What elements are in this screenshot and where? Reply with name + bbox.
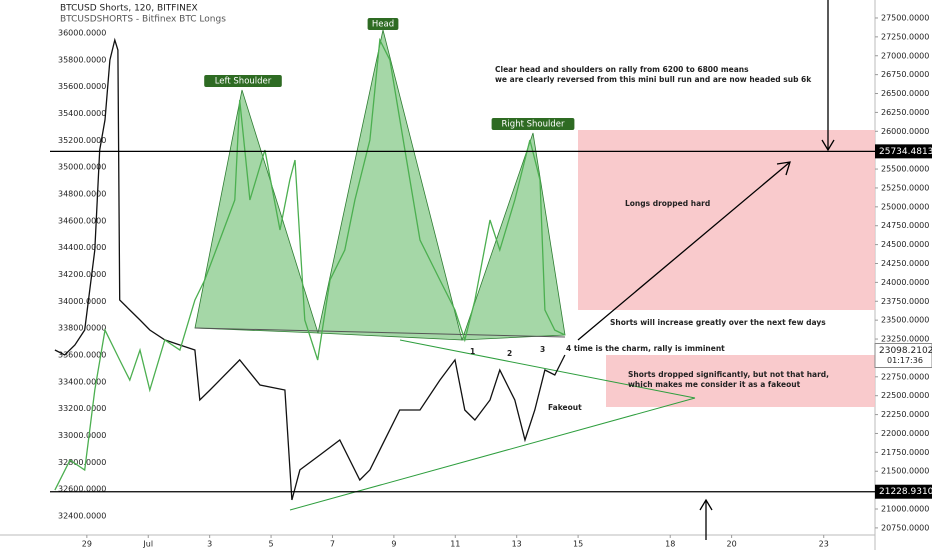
last-price-tag (874, 343, 932, 369)
y2-tick-label: 27500.0000 (881, 13, 929, 22)
x-tick-label: 20 (727, 540, 737, 549)
y2-tick-label: 22750.0000 (881, 372, 929, 381)
arrow-head (699, 498, 713, 511)
annotation: Longs dropped hard (625, 199, 710, 208)
price-tag (875, 144, 932, 159)
last-price-label: 23098.2102 (879, 346, 932, 356)
y-tick-label: 32800.0000 (58, 458, 106, 467)
y2-tick-label: 23750.0000 (881, 297, 929, 306)
head-shoulders (194, 29, 566, 341)
wedge-line (399, 339, 696, 399)
annotation: Shorts dropped significantly, but not th… (628, 370, 829, 379)
pattern-label: Head (372, 20, 394, 30)
annotation: which makes me consider it as a fakeout (628, 380, 801, 389)
y2-tick-label: 23500.0000 (881, 316, 929, 325)
pattern-label: Right Shoulder (502, 120, 565, 130)
y2-tick-label: 27250.0000 (881, 32, 929, 41)
y2-tick-label: 26500.0000 (881, 89, 929, 98)
y-tick-label: 35000.0000 (58, 163, 106, 172)
x-tick-label: 23 (819, 540, 829, 549)
y2-tick-label: 22000.0000 (881, 429, 929, 438)
arrow (577, 161, 791, 341)
label-box (204, 75, 282, 87)
annotation: 3 (540, 345, 545, 354)
countdown: 01:17:36 (887, 356, 923, 365)
y-tick-label: 34000.0000 (58, 297, 106, 306)
series-line (54, 37, 566, 501)
y2-tick-label: 21500.0000 (881, 467, 929, 476)
price-tag (875, 484, 932, 499)
y2-tick-label: 21750.0000 (881, 448, 929, 457)
chart-title: BTCUSD Shorts, 120, BITFINEX (60, 4, 198, 14)
annotation: 1 (470, 347, 475, 356)
y2-tick-label: 25500.0000 (881, 165, 929, 174)
annotation: 4 time is the charm, rally is imminent (566, 344, 725, 353)
x-tick-label: 15 (573, 540, 583, 549)
annotation: 2 (507, 349, 512, 358)
y-tick-label: 33800.0000 (58, 324, 106, 333)
y-tick-label: 34600.0000 (58, 216, 106, 225)
arrow-head (821, 139, 835, 152)
y-tick-label: 34400.0000 (58, 243, 106, 252)
y2-tick-label: 24000.0000 (881, 278, 929, 287)
x-tick-label: 9 (391, 540, 396, 549)
chart-subtitle: BTCUSDSHORTS - Bitfinex BTC Longs (60, 15, 226, 25)
annotation: we are clearly reversed from this mini b… (495, 75, 812, 84)
pattern-label: Left Shoulder (215, 77, 272, 87)
y2-tick-label: 25000.0000 (881, 202, 929, 211)
neckline (194, 327, 566, 338)
y2-tick-label: 26750.0000 (881, 70, 929, 79)
x-tick-label: Jul (142, 540, 153, 549)
y2-tick-label: 25250.0000 (881, 183, 929, 192)
y-tick-label: 35600.0000 (58, 82, 106, 91)
y2-tick-label: 27000.0000 (881, 51, 929, 60)
y-tick-label: 32400.0000 (58, 511, 106, 520)
x-tick-label: 29 (82, 540, 92, 549)
y2-tick-label: 22250.0000 (881, 410, 929, 419)
y-tick-label: 35800.0000 (58, 55, 106, 64)
y2-tick-label: 22500.0000 (881, 391, 929, 400)
x-tick-label: 7 (330, 540, 335, 549)
y-tick-label: 33200.0000 (58, 404, 106, 413)
y-tick-label: 34200.0000 (58, 270, 106, 279)
y-tick-label: 34800.0000 (58, 189, 106, 198)
red-zone (606, 355, 875, 407)
y2-tick-label: 20750.0000 (881, 523, 929, 532)
annotation: Fakeout (548, 403, 582, 412)
y-tick-label: 32600.0000 (58, 485, 106, 494)
right-shoulder-triangle (461, 132, 566, 341)
y-tick-label: 36000.0000 (58, 29, 106, 38)
x-tick-label: 5 (269, 540, 274, 549)
y-tick-label: 35400.0000 (58, 109, 106, 118)
head-triangle (317, 29, 463, 341)
x-tick-label: 3 (207, 540, 212, 549)
y2-tick-label: 24250.0000 (881, 259, 929, 268)
y2-tick-label: 24750.0000 (881, 221, 929, 230)
annotation: Clear head and shoulders on rally from 6… (495, 65, 749, 74)
y2-tick-label: 23250.0000 (881, 335, 929, 344)
y-tick-label: 33600.0000 (58, 350, 106, 359)
y-tick-label: 33000.0000 (58, 431, 106, 440)
annotation: Shorts will increase greatly over the ne… (610, 318, 826, 327)
left-shoulder-triangle (194, 89, 319, 334)
y2-tick-label: 24500.0000 (881, 240, 929, 249)
label-box (367, 18, 399, 30)
x-tick-label: 11 (450, 540, 460, 549)
arrows (577, 0, 835, 540)
label-box (491, 118, 575, 130)
x-tick-label: 13 (512, 540, 522, 549)
price-tag-label: 21228.9310 (879, 487, 932, 497)
arrow-head (776, 161, 791, 176)
series-line (54, 37, 566, 491)
y2-tick-label: 26000.0000 (881, 127, 929, 136)
x-tick-label: 18 (665, 540, 675, 549)
y-tick-label: 33400.0000 (58, 377, 106, 386)
y-tick-label: 35200.0000 (58, 136, 106, 145)
y2-tick-label: 21000.0000 (881, 505, 929, 514)
red-zone (578, 130, 875, 310)
y2-tick-label: 26250.0000 (881, 108, 929, 117)
price-tag-label: 25734.4813 (879, 147, 932, 157)
